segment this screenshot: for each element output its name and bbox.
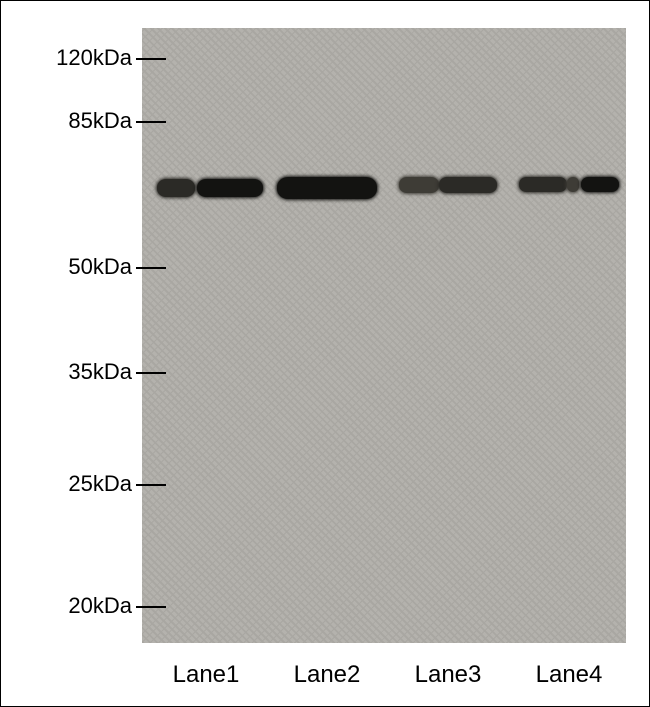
mw-marker-label: 85kDa xyxy=(68,108,132,134)
mw-marker-tick xyxy=(136,58,166,60)
lane-label: Lane4 xyxy=(519,661,619,689)
blot-membrane xyxy=(142,28,626,643)
lane-label: Lane3 xyxy=(398,661,498,689)
mw-marker-tick xyxy=(136,484,166,486)
mw-marker-label: 120kDa xyxy=(56,45,132,71)
lane-label: Lane2 xyxy=(277,661,377,689)
protein-band xyxy=(439,177,497,193)
protein-band xyxy=(519,177,567,192)
mw-marker-tick xyxy=(136,267,166,269)
protein-band xyxy=(197,179,263,197)
mw-marker-label: 35kDa xyxy=(68,359,132,385)
lane-label: Lane1 xyxy=(156,661,256,689)
mw-marker-tick xyxy=(136,372,166,374)
mw-marker-label: 25kDa xyxy=(68,471,132,497)
western-blot-figure: 120kDa 85kDa 50kDa 35kDa 25kDa 20kDa Lane1 Lan… xyxy=(0,0,650,707)
mw-marker-tick xyxy=(136,606,166,608)
mw-marker-tick xyxy=(136,121,166,123)
protein-band xyxy=(399,177,439,193)
protein-band xyxy=(277,177,377,199)
mw-marker-label: 50kDa xyxy=(68,254,132,280)
protein-band xyxy=(157,179,195,197)
mw-marker-label: 20kDa xyxy=(68,593,132,619)
protein-band xyxy=(581,177,619,192)
protein-band xyxy=(567,177,579,192)
